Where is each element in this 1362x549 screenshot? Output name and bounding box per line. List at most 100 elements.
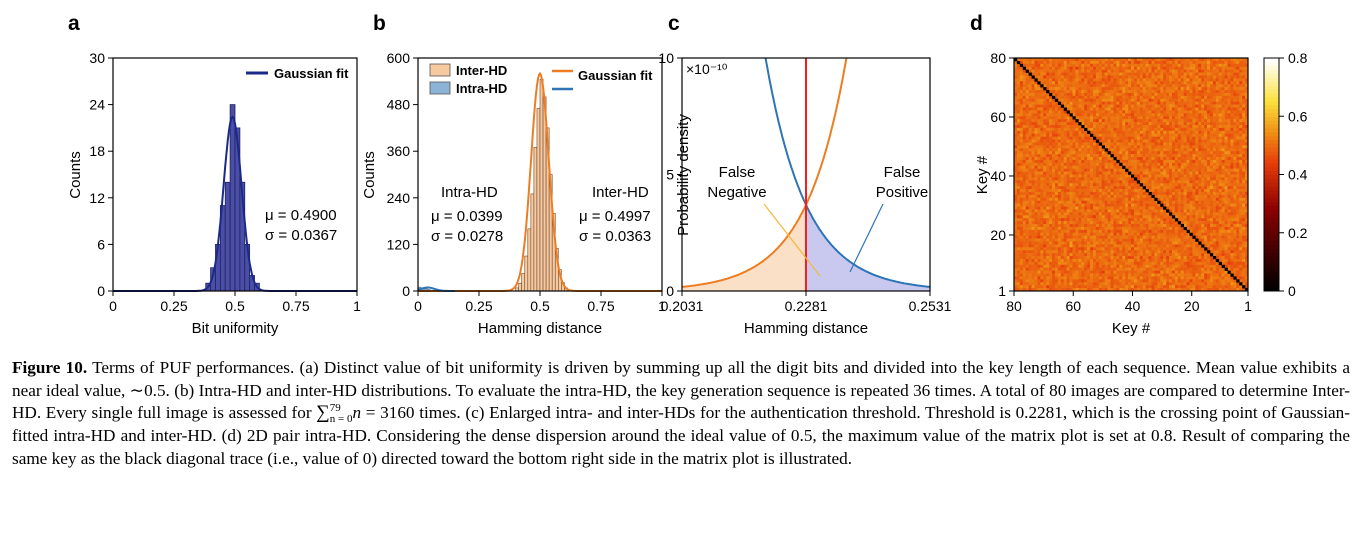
panel-d-cell	[1174, 113, 1179, 117]
panel-d-cell	[1207, 142, 1211, 146]
panel-d-cell	[1125, 206, 1129, 210]
panel-d-cell	[1072, 232, 1076, 236]
panel-d-cell	[1016, 58, 1021, 62]
panel-d-cell	[1148, 203, 1152, 207]
panel-d-cell	[1037, 197, 1041, 202]
panel-d-cell	[1095, 186, 1100, 190]
panel-b-legend-inter-label: Inter-HD	[456, 63, 507, 78]
panel-d-cell	[1078, 224, 1082, 228]
panel-b-y-tick-label: 240	[387, 190, 411, 206]
panel-d-cell	[1207, 87, 1211, 91]
panel-d-cell	[1148, 171, 1152, 175]
panel-d-cell	[1218, 101, 1222, 105]
panel-d-cell	[1233, 159, 1237, 164]
panel-d-cell	[1095, 151, 1100, 155]
panel-d-cell	[1212, 162, 1217, 167]
panel-d-cell	[1060, 75, 1065, 79]
panel-d-cell	[1040, 69, 1044, 73]
panel-d-cell	[1133, 209, 1138, 213]
panel-d-cell	[1031, 124, 1035, 129]
panel-d-cell	[1236, 229, 1240, 234]
panel-d-cell	[1095, 162, 1100, 167]
panel-d-cell	[1110, 226, 1114, 231]
panel-d-cell	[1107, 104, 1111, 108]
panel-d-cell	[1171, 180, 1176, 184]
panel-d-cell	[1014, 63, 1018, 68]
panel-d-cell	[1113, 84, 1117, 88]
panel-d-cell	[1157, 75, 1161, 79]
panel-d-cell	[1180, 95, 1184, 100]
panel-d-cell	[1037, 84, 1041, 88]
panel-d-cell	[1052, 151, 1056, 155]
panel-d-cell	[1215, 75, 1220, 79]
panel-d-cell	[1136, 116, 1141, 120]
panel-d-cell	[1084, 171, 1088, 175]
panel-d-cell	[1145, 191, 1149, 196]
panel-d-cell	[1037, 98, 1041, 102]
panel-d-cell	[1160, 66, 1164, 70]
panel-d-cell	[1025, 168, 1029, 172]
panel-d-cell	[1163, 92, 1167, 97]
panel-d-cell	[1069, 232, 1073, 236]
panel-d-cell	[1230, 200, 1234, 204]
panel-d-cell	[1189, 148, 1193, 152]
panel-d-cell	[1142, 159, 1146, 164]
panel-d-cell	[1081, 136, 1085, 140]
panel-d-cell	[1063, 215, 1067, 219]
panel-d-cell	[1043, 200, 1047, 204]
panel-d-cell	[1227, 136, 1231, 140]
panel-d-cell	[1236, 209, 1240, 213]
panel-d-cell	[1019, 142, 1024, 146]
panel-d-cell	[1133, 232, 1138, 236]
panel-d-cell	[1192, 139, 1196, 143]
panel-d-cell	[1242, 84, 1246, 88]
panel-d-cell	[1025, 148, 1029, 152]
panel-d-cell	[1195, 180, 1199, 184]
panel-d-cell	[1145, 229, 1149, 234]
panel-d-cell	[1110, 95, 1114, 100]
panel-d-cell	[1069, 151, 1073, 155]
panel-d-cell	[1209, 191, 1214, 196]
panel-d-cell	[1040, 130, 1044, 135]
panel-d-cell	[1233, 84, 1237, 88]
panel-d-cell	[1180, 165, 1184, 169]
panel-d-cell	[1174, 168, 1179, 172]
panel-d-cell	[1069, 90, 1073, 94]
panel-d-cell	[1034, 133, 1038, 137]
panel-d-cell	[1166, 148, 1170, 152]
panel-d-cell	[1081, 107, 1085, 111]
panel-d-cell	[1125, 224, 1129, 228]
panel-d-cell	[1151, 92, 1155, 97]
panel-d-cell	[1110, 212, 1114, 216]
panel-d-cell	[1054, 63, 1059, 68]
panel-d-cell	[1069, 171, 1073, 175]
panel-d-cell	[1166, 95, 1170, 100]
panel-d-cell	[1063, 104, 1067, 108]
panel-d-cell	[1192, 183, 1196, 187]
panel-d-cell	[1151, 60, 1155, 65]
panel-d-cell	[1057, 145, 1062, 149]
panel-d-cell	[1195, 90, 1199, 94]
panel-d-cell	[1122, 122, 1126, 126]
panel-d-cell	[1227, 168, 1231, 172]
panel-d-cell	[1186, 209, 1190, 213]
panel-d-cell	[1128, 130, 1132, 135]
panel-d-cell	[1081, 130, 1085, 135]
panel-d-cell	[1092, 127, 1097, 132]
panel-d-cell	[1019, 122, 1024, 126]
panel-d-cell	[1101, 84, 1105, 88]
panel-d-cell	[1022, 101, 1026, 105]
panel-d-cell	[1133, 66, 1138, 70]
panel-d-cell	[1163, 130, 1167, 135]
panel-d-cell	[1104, 200, 1108, 204]
panel-d-cell	[1119, 63, 1123, 68]
panel-d-cell	[1154, 113, 1158, 117]
panel-d-cell	[1145, 183, 1149, 187]
panel-d-cell	[1043, 171, 1047, 175]
panel-d-cell	[1125, 191, 1129, 196]
panel-d-cell	[1078, 209, 1082, 213]
panel-d-cell	[1154, 209, 1158, 213]
panel-d-cell	[1183, 209, 1187, 213]
panel-d-cell	[1207, 165, 1211, 169]
panel-d-cell	[1031, 66, 1035, 70]
